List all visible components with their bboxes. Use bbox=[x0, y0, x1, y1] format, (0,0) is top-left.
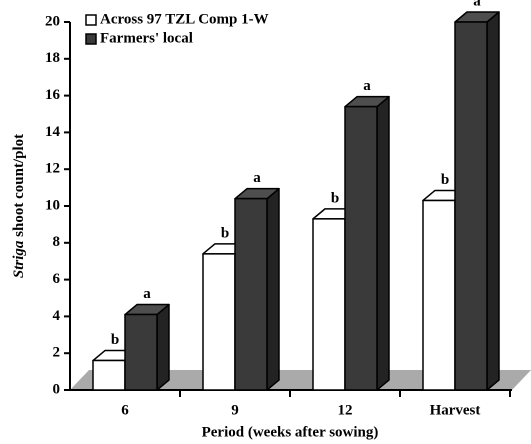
legend-swatch bbox=[85, 14, 97, 26]
bar-front bbox=[312, 218, 346, 391]
significance-letter: b bbox=[331, 190, 339, 206]
bar-front bbox=[234, 197, 268, 391]
y-tick-label: 14 bbox=[45, 124, 61, 140]
bar bbox=[124, 303, 170, 391]
significance-letter: a bbox=[253, 170, 261, 186]
bar bbox=[454, 11, 500, 391]
bar-front bbox=[92, 359, 126, 391]
bar-front bbox=[124, 313, 158, 391]
y-tick-label: 0 bbox=[53, 381, 61, 397]
bar bbox=[344, 95, 390, 391]
bar bbox=[234, 187, 280, 391]
significance-letter: b bbox=[221, 225, 229, 241]
legend-label: Across 97 TZL Comp 1-W bbox=[100, 11, 269, 27]
x-tick-label: Harvest bbox=[430, 402, 481, 418]
y-label-rest: shoot count/plot bbox=[11, 134, 27, 237]
x-tick-label: 6 bbox=[121, 402, 129, 418]
significance-letter: a bbox=[363, 78, 371, 94]
y-label-italic: Striga bbox=[11, 240, 27, 278]
y-tick-label: 18 bbox=[45, 50, 60, 66]
significance-letter: a bbox=[473, 0, 481, 9]
y-tick-label: 12 bbox=[45, 161, 60, 177]
significance-letter: b bbox=[111, 332, 119, 348]
y-tick-label: 6 bbox=[53, 271, 61, 287]
y-tick-label: 2 bbox=[53, 345, 61, 361]
x-axis-label: Period (weeks after sowing) bbox=[202, 424, 379, 440]
legend-label: Farmers' local bbox=[100, 30, 193, 46]
bar-side bbox=[486, 11, 500, 391]
significance-letter: a bbox=[143, 286, 151, 302]
significance-letter: b bbox=[441, 172, 449, 188]
x-tick-label: 9 bbox=[231, 402, 239, 418]
y-tick-label: 20 bbox=[45, 13, 60, 29]
bar-side bbox=[266, 187, 280, 391]
bar-front bbox=[344, 105, 378, 391]
bar-front bbox=[422, 199, 456, 391]
legend-swatch bbox=[85, 33, 97, 45]
x-tick-label: 12 bbox=[338, 402, 353, 418]
y-tick-label: 10 bbox=[45, 197, 60, 213]
bar-side bbox=[376, 95, 390, 391]
y-tick-label: 16 bbox=[45, 87, 61, 103]
y-tick-label: 8 bbox=[53, 234, 61, 250]
y-tick-label: 4 bbox=[53, 308, 61, 324]
y-axis-label: Striga shoot count/plot bbox=[11, 134, 27, 278]
bar-front bbox=[202, 253, 236, 391]
floor bbox=[70, 370, 531, 390]
bar-front bbox=[454, 21, 488, 391]
bar-side bbox=[156, 303, 170, 391]
